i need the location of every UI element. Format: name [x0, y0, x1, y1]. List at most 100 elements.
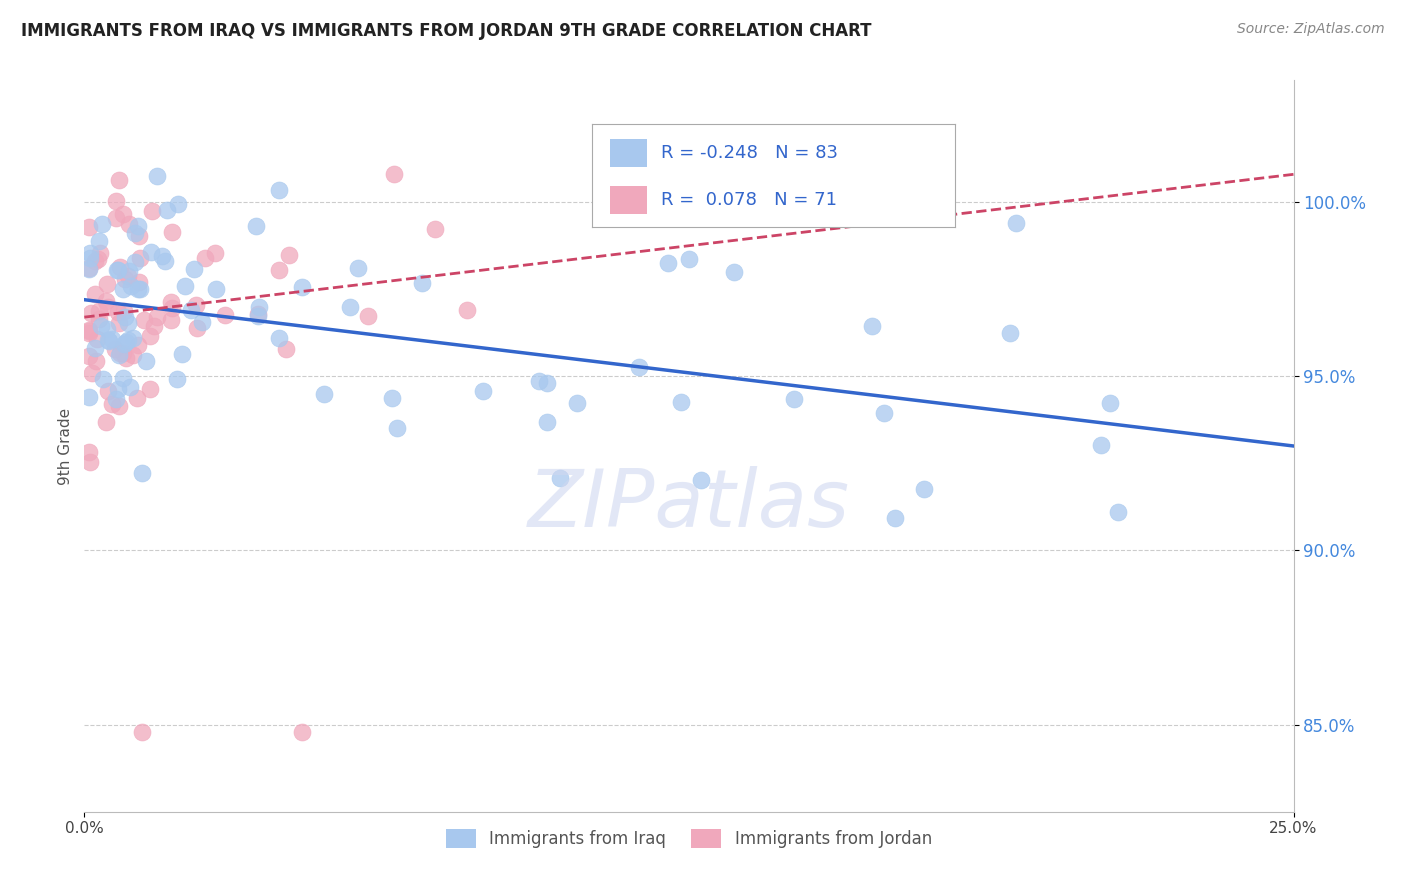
- Point: [86, 252, 108, 267]
- Point: [108, 316, 131, 330]
- Point: [112, 371, 135, 385]
- Point: [132, 313, 155, 327]
- Point: [159, 312, 181, 326]
- Point: [873, 406, 896, 420]
- Point: [124, 255, 146, 269]
- Point: [214, 309, 236, 323]
- Point: [529, 374, 551, 388]
- Point: [160, 301, 183, 316]
- Point: [96, 321, 118, 335]
- Point: [114, 272, 136, 286]
- Point: [548, 470, 571, 484]
- Point: [194, 251, 217, 265]
- Point: [382, 167, 405, 181]
- Point: [104, 343, 127, 357]
- Point: [107, 263, 129, 277]
- Point: [135, 354, 157, 368]
- Point: [120, 279, 142, 293]
- Point: [84, 354, 107, 368]
- Point: [77, 324, 100, 338]
- Point: [128, 275, 150, 289]
- Point: [471, 384, 494, 398]
- Point: [160, 225, 183, 239]
- Point: [108, 260, 131, 275]
- Point: [385, 421, 408, 435]
- Point: [204, 245, 226, 260]
- Point: [180, 303, 202, 318]
- Point: [121, 348, 143, 362]
- Point: [82, 366, 104, 380]
- Point: [267, 183, 290, 197]
- Point: [107, 263, 129, 277]
- Point: [127, 219, 149, 233]
- Point: [628, 359, 651, 374]
- Point: [114, 351, 136, 365]
- Point: [79, 306, 101, 320]
- Point: [565, 396, 588, 410]
- Point: [143, 319, 166, 334]
- Point: [90, 318, 112, 333]
- Point: [104, 392, 127, 406]
- Point: [183, 262, 205, 277]
- Point: [456, 303, 478, 318]
- Point: [247, 300, 270, 314]
- Point: [79, 261, 101, 276]
- Text: IMMIGRANTS FROM IRAQ VS IMMIGRANTS FROM JORDAN 9TH GRADE CORRELATION CHART: IMMIGRANTS FROM IRAQ VS IMMIGRANTS FROM …: [21, 22, 872, 40]
- Point: [536, 376, 558, 391]
- Point: [120, 380, 142, 394]
- Point: [1005, 216, 1028, 230]
- Point: [128, 229, 150, 244]
- Point: [381, 391, 404, 405]
- Point: [160, 295, 183, 310]
- Point: [267, 331, 290, 345]
- Point: [87, 312, 110, 326]
- Point: [669, 395, 692, 409]
- Point: [723, 265, 745, 279]
- Point: [139, 245, 162, 260]
- Point: [174, 278, 197, 293]
- Point: [129, 282, 152, 296]
- Point: [267, 263, 290, 277]
- Point: [411, 277, 433, 291]
- Point: [146, 169, 169, 183]
- Point: [117, 317, 139, 331]
- Point: [79, 455, 101, 469]
- Point: [247, 310, 270, 324]
- Point: [172, 347, 194, 361]
- Point: [84, 253, 107, 268]
- Point: [97, 384, 120, 398]
- Point: [860, 318, 883, 333]
- Point: [98, 334, 121, 348]
- Point: [205, 282, 228, 296]
- Text: Source: ZipAtlas.com: Source: ZipAtlas.com: [1237, 22, 1385, 37]
- Point: [79, 246, 101, 260]
- Point: [112, 303, 135, 318]
- Point: [114, 310, 136, 324]
- Point: [884, 511, 907, 525]
- Point: [139, 382, 162, 396]
- Point: [186, 321, 208, 335]
- Point: [79, 251, 101, 265]
- Point: [86, 332, 108, 346]
- Point: [94, 293, 117, 308]
- Point: [107, 382, 129, 396]
- Point: [89, 246, 111, 260]
- Point: [166, 197, 188, 211]
- Point: [127, 337, 149, 351]
- Point: [108, 348, 131, 362]
- Point: [83, 341, 105, 355]
- Point: [191, 315, 214, 329]
- Point: [77, 326, 100, 341]
- Point: [107, 304, 129, 318]
- Point: [77, 219, 100, 234]
- Point: [1000, 326, 1022, 340]
- Point: [77, 261, 100, 276]
- Point: [186, 298, 208, 312]
- Point: [689, 473, 711, 487]
- Point: [536, 416, 558, 430]
- Text: ZIPatlas: ZIPatlas: [527, 466, 851, 543]
- Point: [274, 342, 297, 356]
- Point: [312, 387, 335, 401]
- Point: [118, 264, 141, 278]
- Point: [1107, 505, 1129, 519]
